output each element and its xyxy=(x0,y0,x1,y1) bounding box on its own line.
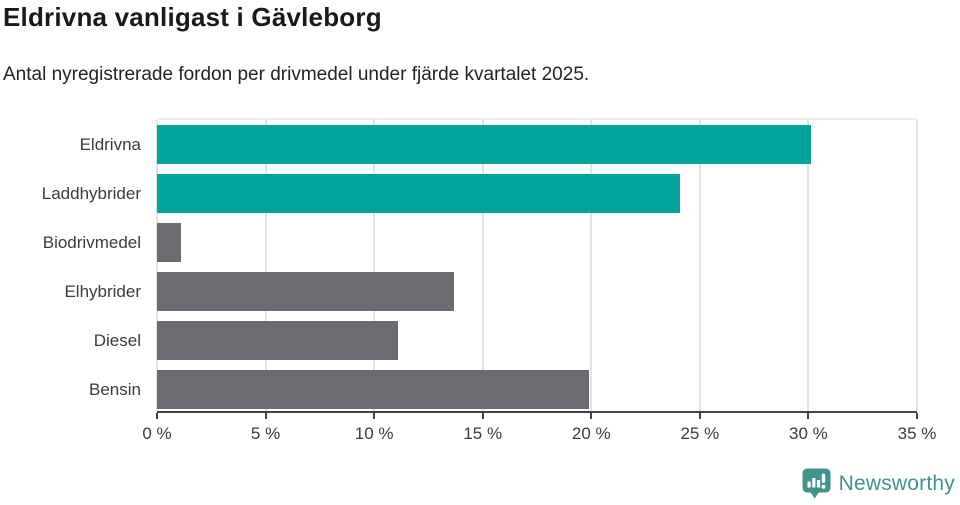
x-tick-mark xyxy=(156,413,158,419)
category-label: Laddhybrider xyxy=(41,184,141,203)
plot-area: Eldrivna Laddhybrider Biodrivmedel Elhybrid… xyxy=(42,118,918,413)
x-tick-label: 0 % xyxy=(142,424,172,443)
x-tick-mark xyxy=(264,413,267,419)
gridline xyxy=(156,120,158,411)
bar-laddhybrider xyxy=(157,174,681,213)
x-tick-mark xyxy=(373,413,376,419)
category-label: Bensin xyxy=(89,380,141,399)
x-axis: 0 % 5 % 10 % 15 % 20 % 25 % 30 % 35 % xyxy=(142,413,936,453)
category-label: Biodrivmedel xyxy=(42,233,141,252)
x-tick-mark xyxy=(698,413,701,419)
x-tick-label: 30 % xyxy=(789,424,828,443)
gridline xyxy=(481,120,484,411)
x-tick-label: 5 % xyxy=(250,424,281,443)
gridline xyxy=(807,120,810,411)
chart-title: Eldrivna vanligast i Gävleborg xyxy=(3,2,382,32)
gridline xyxy=(590,120,593,411)
chart-subtitle: Antal nyregistrerade fordon per drivmede… xyxy=(3,64,590,85)
bar-chart-speech-bubble-icon xyxy=(802,468,831,499)
category-label: Diesel xyxy=(93,331,141,350)
x-tick-label: 35 % xyxy=(897,424,937,443)
gridline xyxy=(698,120,701,411)
newsworthy-logo: Newsworthy xyxy=(802,468,955,499)
bar-biodrivmedel xyxy=(157,223,181,262)
logo-text: Newsworthy xyxy=(838,471,955,495)
bar-row: Eldrivna xyxy=(80,125,917,164)
gridline xyxy=(373,120,376,411)
bar-row: Elhybrider xyxy=(64,272,917,311)
x-tick-label: 20 % xyxy=(571,424,611,443)
x-tick-label: 25 % xyxy=(680,424,720,443)
gridline xyxy=(916,120,918,411)
x-tick-label: 15 % xyxy=(463,424,503,443)
bar-row: Diesel xyxy=(94,321,917,360)
x-tick-mark xyxy=(481,413,484,419)
x-tick-label: 10 % xyxy=(354,424,394,443)
x-tick-mark xyxy=(807,413,810,419)
bar-row: Bensin xyxy=(89,370,917,409)
x-tick-mark xyxy=(590,413,593,419)
bar-row: Biodrivmedel xyxy=(43,223,917,262)
bar-eldrivna xyxy=(157,125,811,164)
bar-elhybrider xyxy=(157,272,455,311)
bar-bensin xyxy=(157,370,590,409)
bar-row: Laddhybrider xyxy=(42,174,917,213)
x-tick-mark xyxy=(916,413,918,419)
category-label: Elhybrider xyxy=(64,282,141,301)
bar-diesel xyxy=(157,321,399,360)
gridline xyxy=(264,120,267,411)
category-label: Eldrivna xyxy=(79,135,141,154)
